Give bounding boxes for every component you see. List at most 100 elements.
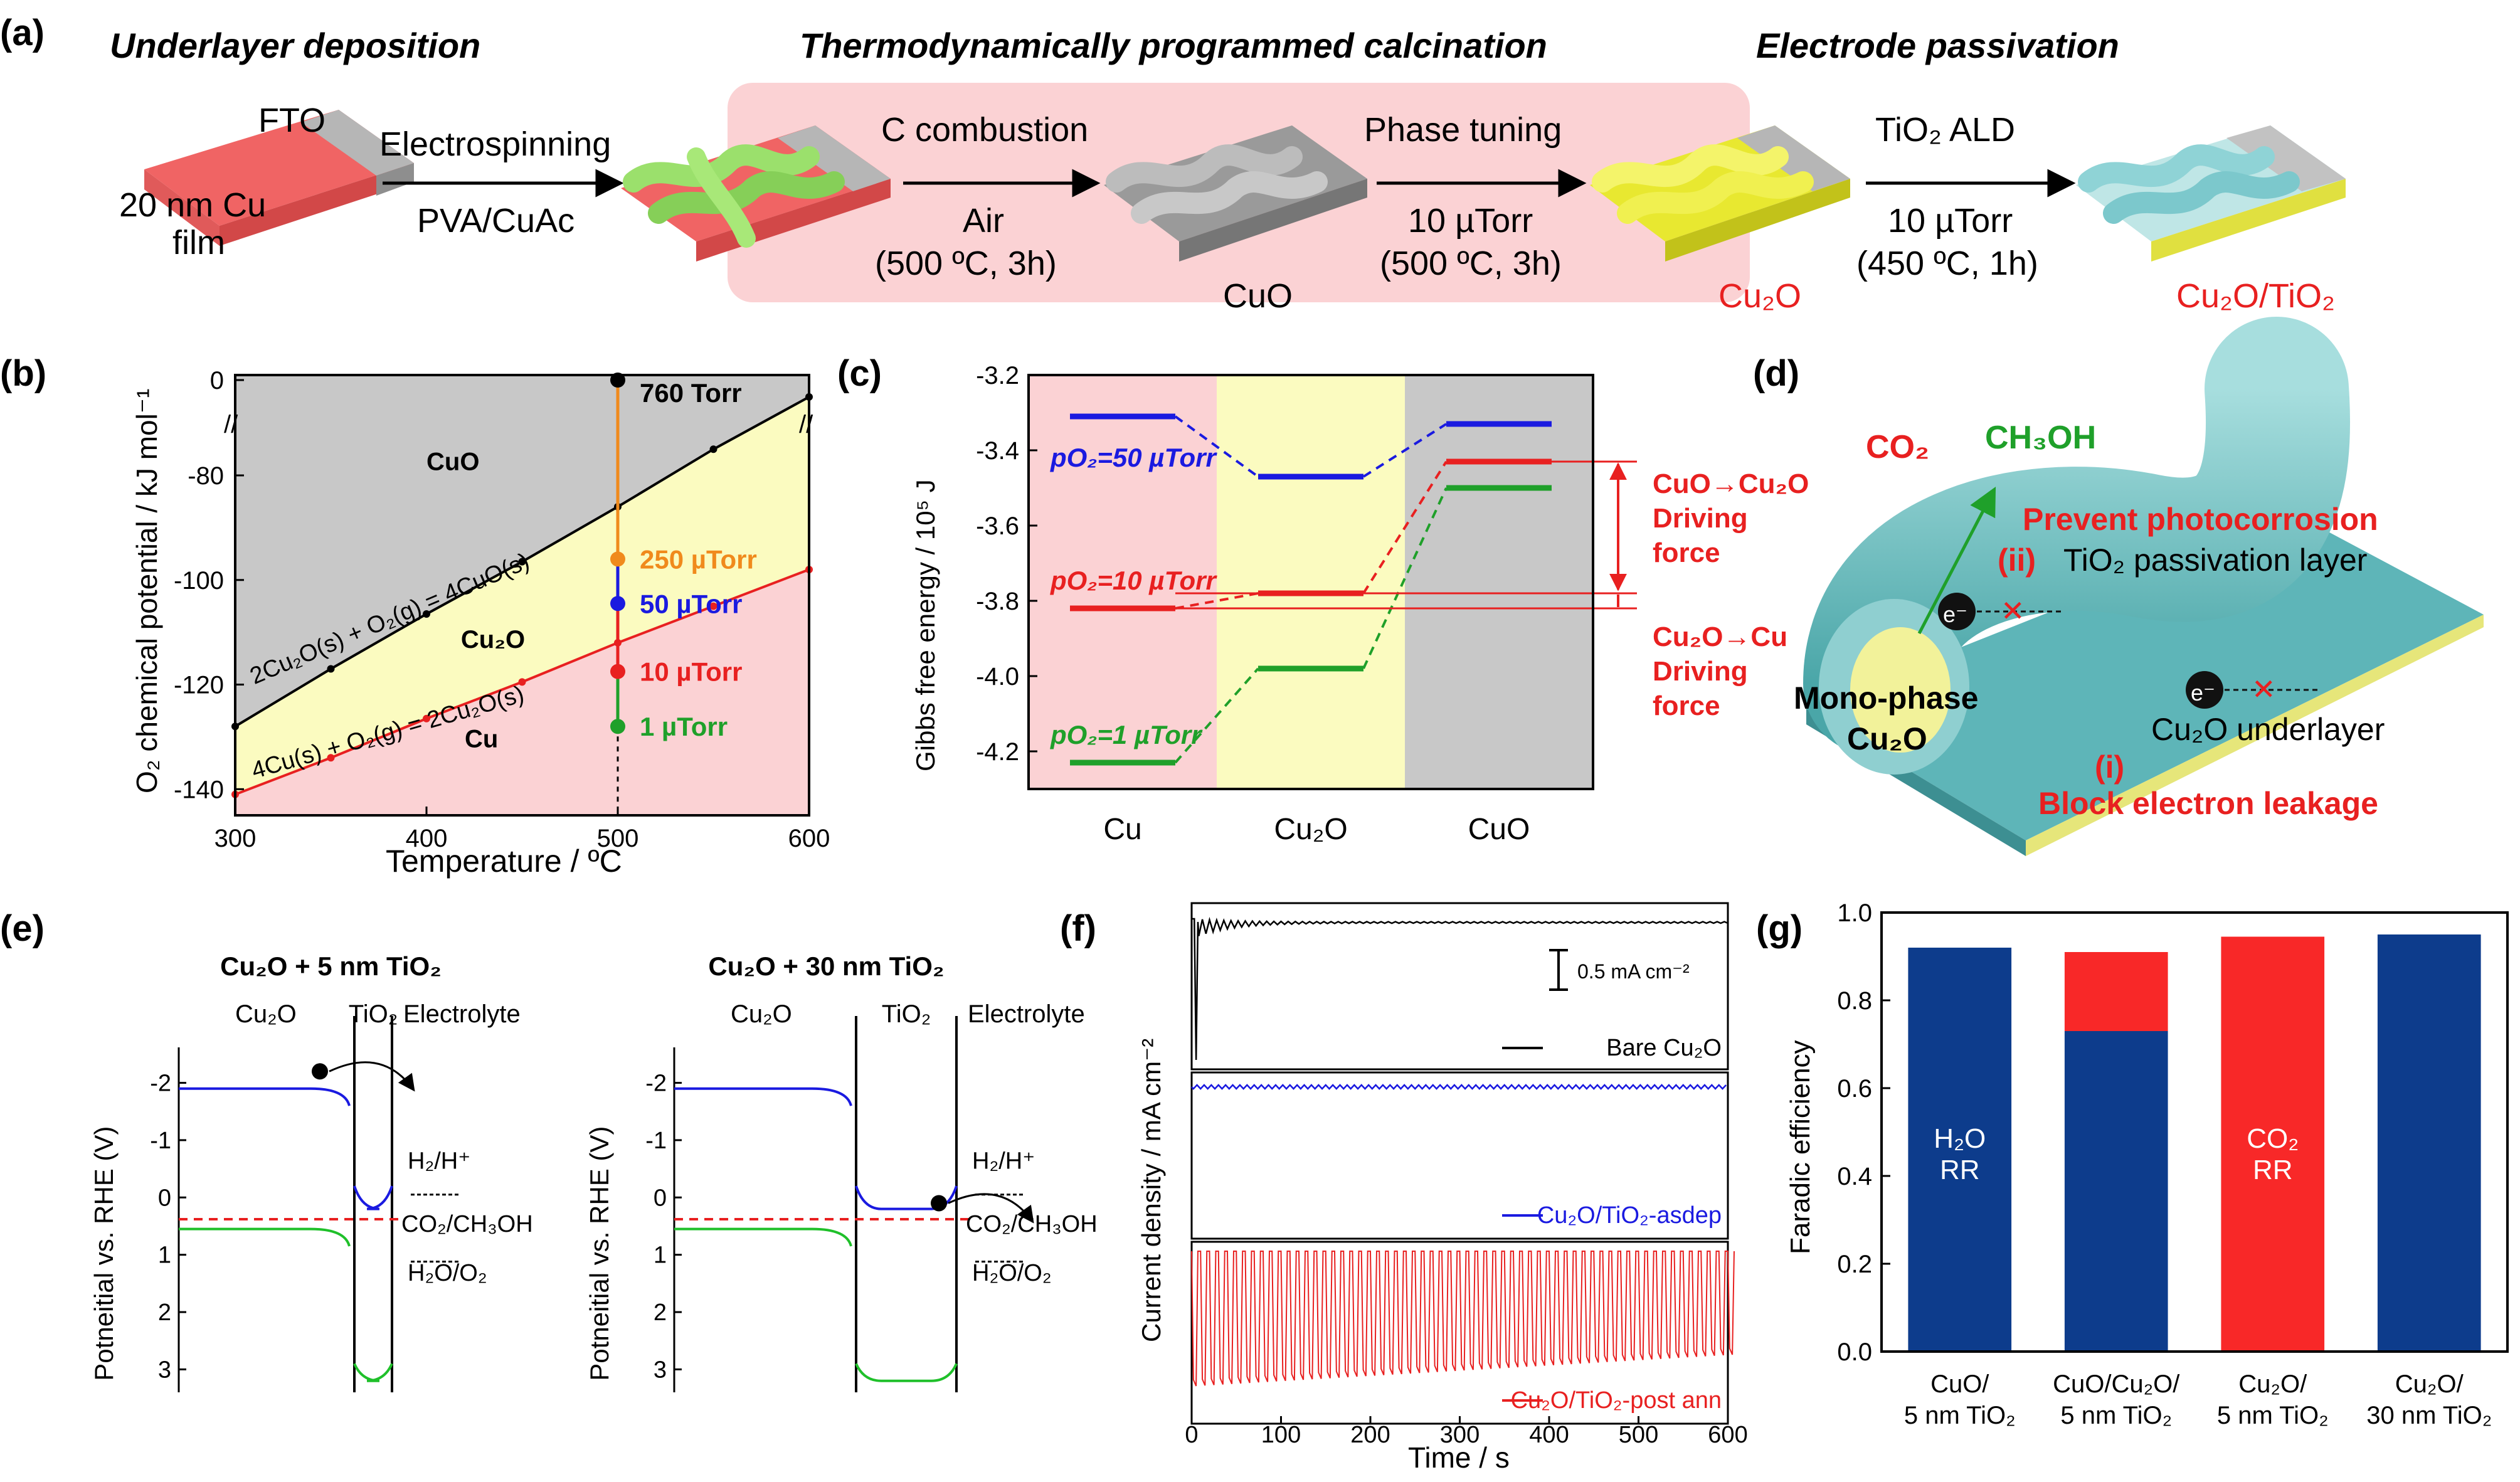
e-level-co2-0: CO₂/CH₃OH [401,1211,533,1237]
i-label: (i) [2095,749,2124,785]
panel-d-label: (d) [1753,353,1799,394]
g-category-0-1: 5 nm TiO₂ [1904,1402,2016,1429]
g-bar-label-1-1: RR [2253,1155,2293,1185]
panel-a-label: (a) [0,13,45,53]
e-vb-tio2-0 [353,1363,393,1382]
c-annotation-1-2: force [1653,691,1720,721]
c-connector-2-0 [1174,667,1259,764]
e-ytick-label-1-2: 0 [654,1185,667,1211]
e-region-tio2-0: TiO₂ [349,1000,398,1028]
f-legend-label-1: Cu₂O/TiO₂-asdep [1537,1202,1722,1229]
c-category-2: CuO [1468,813,1530,846]
phase-diagram: 2Cu₂O(s) + O₂(g) = 4CuO(s)4Cu(s) + O₂(g)… [174,367,830,852]
g-ytick-label-3: 0.6 [1837,1075,1872,1103]
c-annotation-1-0: Cu₂O→Cu [1653,622,1787,652]
g-category-1-1: 5 nm TiO₂ [2060,1402,2172,1429]
b-xtick-label-3: 600 [788,825,830,852]
panel-c-label: (c) [837,353,882,394]
step3-bottom2: (500 ºC, 3h) [1380,245,1562,282]
region-cu2o [235,396,809,795]
b-xtick-label-1: 400 [406,825,448,852]
b-pressure-label-4: 1 µTorr [640,712,728,741]
c-connector-0-1 [1362,423,1448,478]
stage-calcination: Thermodynamically programmed calcination [800,26,1547,65]
g-bar-0-0 [1908,948,2012,1352]
c-region-0 [1029,375,1217,789]
f-xtick-label-2: 200 [1350,1422,1390,1448]
b-ytick-label-0: 0 [210,367,224,394]
step3-bottom1: 10 µTorr [1408,202,1533,240]
fto-label: FTO [258,102,326,139]
e-ytick-label-0-2: 0 [158,1185,171,1211]
e-ytick-label-0-3: 1 [158,1242,171,1269]
e-ytick-label-1-1: -1 [645,1128,667,1154]
b-pressure-label-1: 250 µTorr [640,544,757,574]
g-bar-label-0-0: H₂O [1934,1123,1986,1154]
stage-passivation: Electrode passivation [1756,26,2119,65]
b-region-cu2o-label: Cu₂O [461,626,525,654]
f-xtick-label-1: 100 [1261,1422,1301,1448]
b-point-0-3 [518,558,526,566]
block-label: Block electron leakage [2038,786,2378,821]
g-bar-1-1 [2064,952,2168,1031]
c-frame [1027,374,1594,790]
g-ytick-label-0: 0.0 [1837,1338,1872,1366]
substrate-cu-film [144,110,414,246]
g-category-2-1: 5 nm TiO₂ [2217,1402,2329,1429]
b-point-1-3 [518,678,526,686]
e-title-1: Cu₂O + 30 nm TiO₂ [708,951,944,981]
g-category-3-0: Cu₂O/ [2395,1370,2464,1398]
electron-2-label: e⁻ [2191,680,2215,706]
f-legend-label-2: Cu₂O/TiO₂-post ann [1511,1387,1722,1414]
b-pressure-point-4 [610,719,625,734]
e-ylabel-0: Potneitial vs. RHE (V) [89,1126,119,1381]
e-ytick-label-0-0: -2 [150,1071,171,1097]
f-y-axis-label: Current density / mA cm⁻² [1136,1039,1166,1342]
substrate-final [2076,125,2346,262]
substrate-cuo [1104,125,1367,262]
e-region-electrolyte-1: Electrolyte [968,1000,1085,1028]
b-axis-break-right: // [799,411,813,438]
b-region-cu-label: Cu [465,726,498,753]
film-label-2: film [172,224,225,262]
substrate-cu2o [1590,125,1850,262]
f-line-postann [1191,1251,1735,1387]
b-ytick-label-2: -100 [174,567,224,595]
f-xtick-label-3: 300 [1440,1422,1480,1448]
b-ytick-label-4: -140 [174,776,224,803]
e-level-h2o-1: H₂O/O₂ [972,1260,1052,1286]
c-series-label-1: pO₂=10 µTorr [1050,566,1218,595]
panel-e-label: (e) [0,908,45,949]
e-vb-tio2-1 [855,1363,958,1382]
f-legend-label-0: Bare Cu₂O [1606,1035,1722,1061]
f-scalebar-label: 0.5 mA cm⁻² [1577,960,1690,983]
g-ytick-label-2: 0.4 [1837,1163,1872,1190]
c-annotation-0-2: force [1653,537,1720,568]
g-category-3-1: 30 nm TiO₂ [2366,1402,2492,1429]
e-ytick-label-0-1: -1 [150,1128,171,1154]
step4-bottom2: (450 ºC, 1h) [1856,245,2038,282]
b-region-cuo-label: CuO [426,448,479,476]
gibbs-energy-plot: pO₂=50 µTorr pO₂=10 µTorr pO₂=1 µTorr CuO→C… [976,362,1809,846]
co2-label: CO₂ [1866,429,1929,465]
c-series-label-0: pO₂=50 µTorr [1050,443,1218,472]
b-pressure-label-2: 50 µTorr [640,589,742,618]
nanofiber-illustration [1803,317,2484,856]
e-ylabel-1: Potneitial vs. RHE (V) [585,1126,614,1381]
e-cb-cu2o-1 [674,1087,852,1106]
product-final: Cu₂O/TiO₂ [2176,277,2335,315]
c-region-1 [1217,375,1405,789]
e-level-h2-0: H₂/H⁺ [408,1148,470,1175]
c-annotation-0-1: Driving [1653,503,1748,534]
c-ytick-label-4: -4.0 [976,663,1019,691]
e-electron-arrow-0 [329,1061,415,1092]
f-xtick-label-5: 500 [1619,1422,1658,1448]
c-ytick-label-2: -3.6 [976,512,1019,540]
b-xtick-label-0: 300 [214,825,257,852]
step4-top: TiO₂ ALD [1875,111,2015,149]
f-xtick-label-6: 600 [1708,1422,1747,1448]
c-annotation-1-1: Driving [1653,656,1748,687]
panel-b: (b) 2Cu₂O(s) + O₂(g) = 4CuO(s)4Cu(s) + O… [0,353,830,879]
g-bar-label-0-1: RR [1940,1155,1980,1185]
